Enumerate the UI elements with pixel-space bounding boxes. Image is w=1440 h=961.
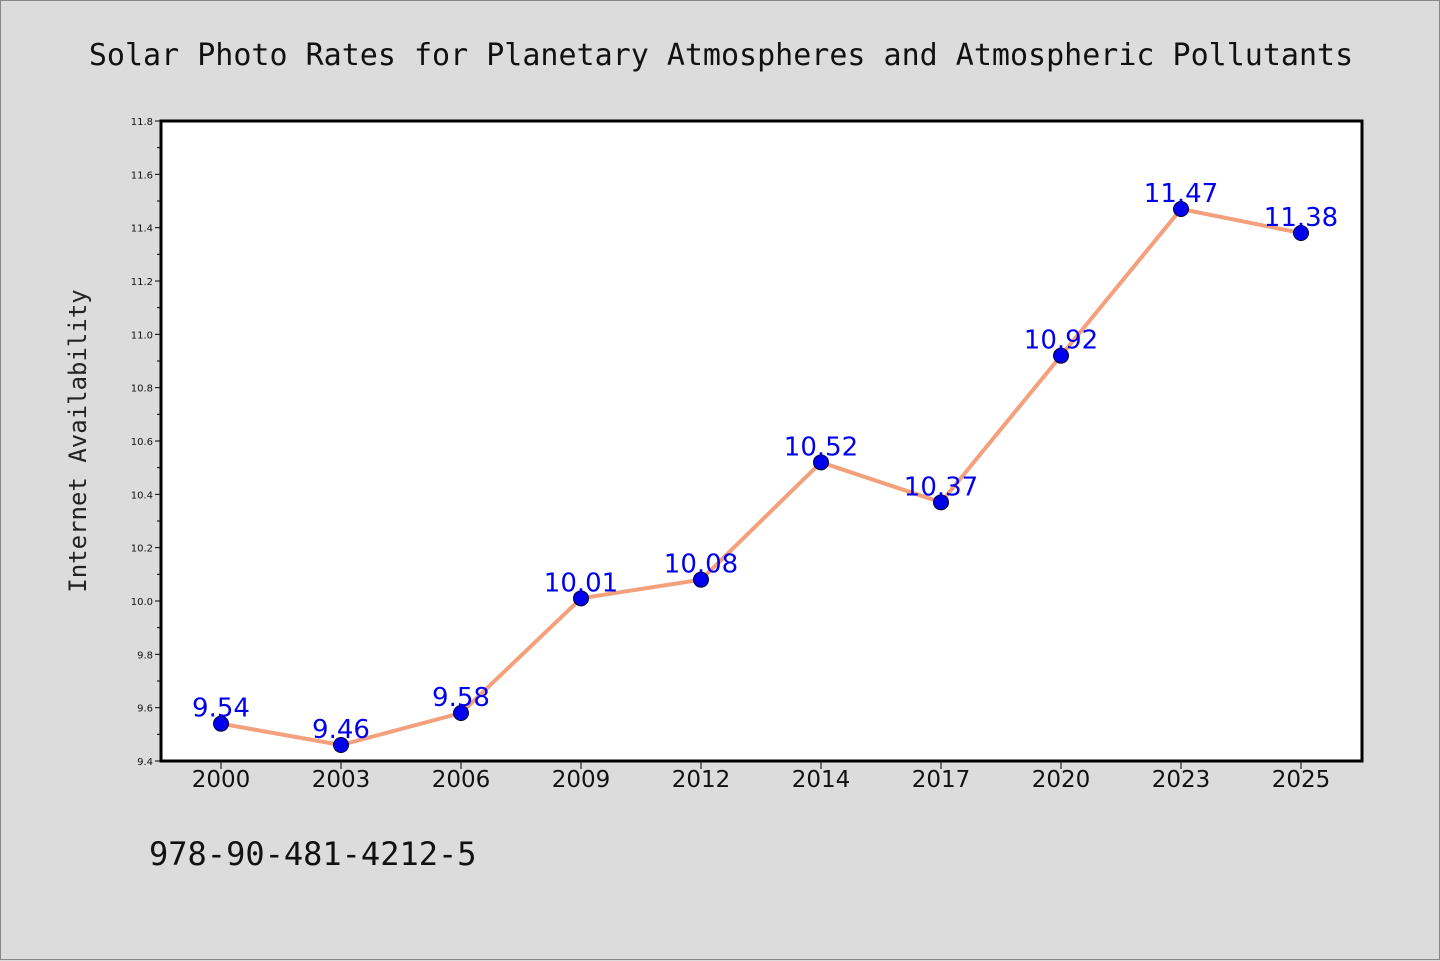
y-tick-label: 10.8 [131, 384, 153, 395]
y-tick-label: 11.0 [131, 330, 153, 341]
data-point [213, 715, 229, 732]
x-tick-label: 2009 [552, 767, 611, 793]
x-tick-label: 2012 [672, 767, 731, 793]
data-point [1053, 347, 1069, 364]
data-point [1293, 225, 1309, 241]
y-axis-label: Internet Availability [64, 289, 92, 592]
x-tick-label: 2006 [432, 767, 491, 793]
y-tick-label: 10.4 [131, 490, 153, 501]
data-label: 9.58 [432, 683, 490, 713]
data-point [813, 454, 829, 471]
series-layer [213, 201, 1309, 753]
data-point [933, 494, 949, 511]
y-tick-label: 9.8 [137, 650, 153, 661]
y-axis: 9.4 9.6 9.8 10.0 10.2 10.4 10.6 10.8 11.0 11.2 11.… [131, 117, 161, 768]
data-point [573, 590, 589, 607]
y-tick-label: 9.4 [137, 757, 153, 768]
isbn-footer: 978-90-481-4212-5 [149, 835, 477, 873]
series-line [219, 207, 1303, 747]
y-tick-label: 10.6 [131, 437, 153, 448]
data-label: 10.52 [784, 432, 858, 462]
x-tick-label: 2003 [312, 767, 371, 793]
x-tick-label: 2020 [1032, 767, 1091, 793]
data-label: 9.46 [312, 715, 370, 745]
y-tick-label: 11.4 [131, 224, 153, 235]
y-tick-label: 11.8 [131, 117, 153, 128]
y-tick-label: 10.0 [131, 597, 153, 608]
data-label: 10.92 [1024, 326, 1098, 356]
x-tick-label: 2017 [912, 767, 971, 793]
plot-area [159, 119, 1364, 763]
y-tick-label: 10.2 [131, 544, 153, 555]
data-point [693, 571, 709, 588]
y-tick-label: 11.6 [131, 170, 153, 181]
data-label: 10.37 [904, 472, 978, 502]
x-tick-label: 2014 [792, 767, 851, 793]
y-tick-label: 11.2 [131, 277, 153, 288]
data-point [453, 705, 469, 721]
x-tick-label: 2000 [192, 767, 251, 793]
x-tick-label: 2023 [1152, 767, 1211, 793]
x-axis: 2000 2003 2006 2009 2012 2014 2017 2020 2023 2025 [192, 761, 1331, 793]
data-label: 10.08 [664, 550, 738, 580]
data-labels: 9.54 9.46 9.58 10.01 10.08 10.52 10.37 10.92 11.… [192, 179, 1338, 745]
x-tick-label: 2025 [1272, 767, 1331, 793]
data-label: 9.54 [192, 694, 250, 724]
data-point [1173, 201, 1189, 217]
data-label: 11.47 [1144, 179, 1218, 209]
y-tick-label: 9.6 [137, 704, 153, 715]
data-label: 10.01 [544, 568, 618, 598]
data-label: 11.38 [1264, 203, 1338, 233]
chart-title: Solar Photo Rates for Planetary Atmosphe… [89, 38, 1353, 73]
data-point [333, 737, 349, 753]
